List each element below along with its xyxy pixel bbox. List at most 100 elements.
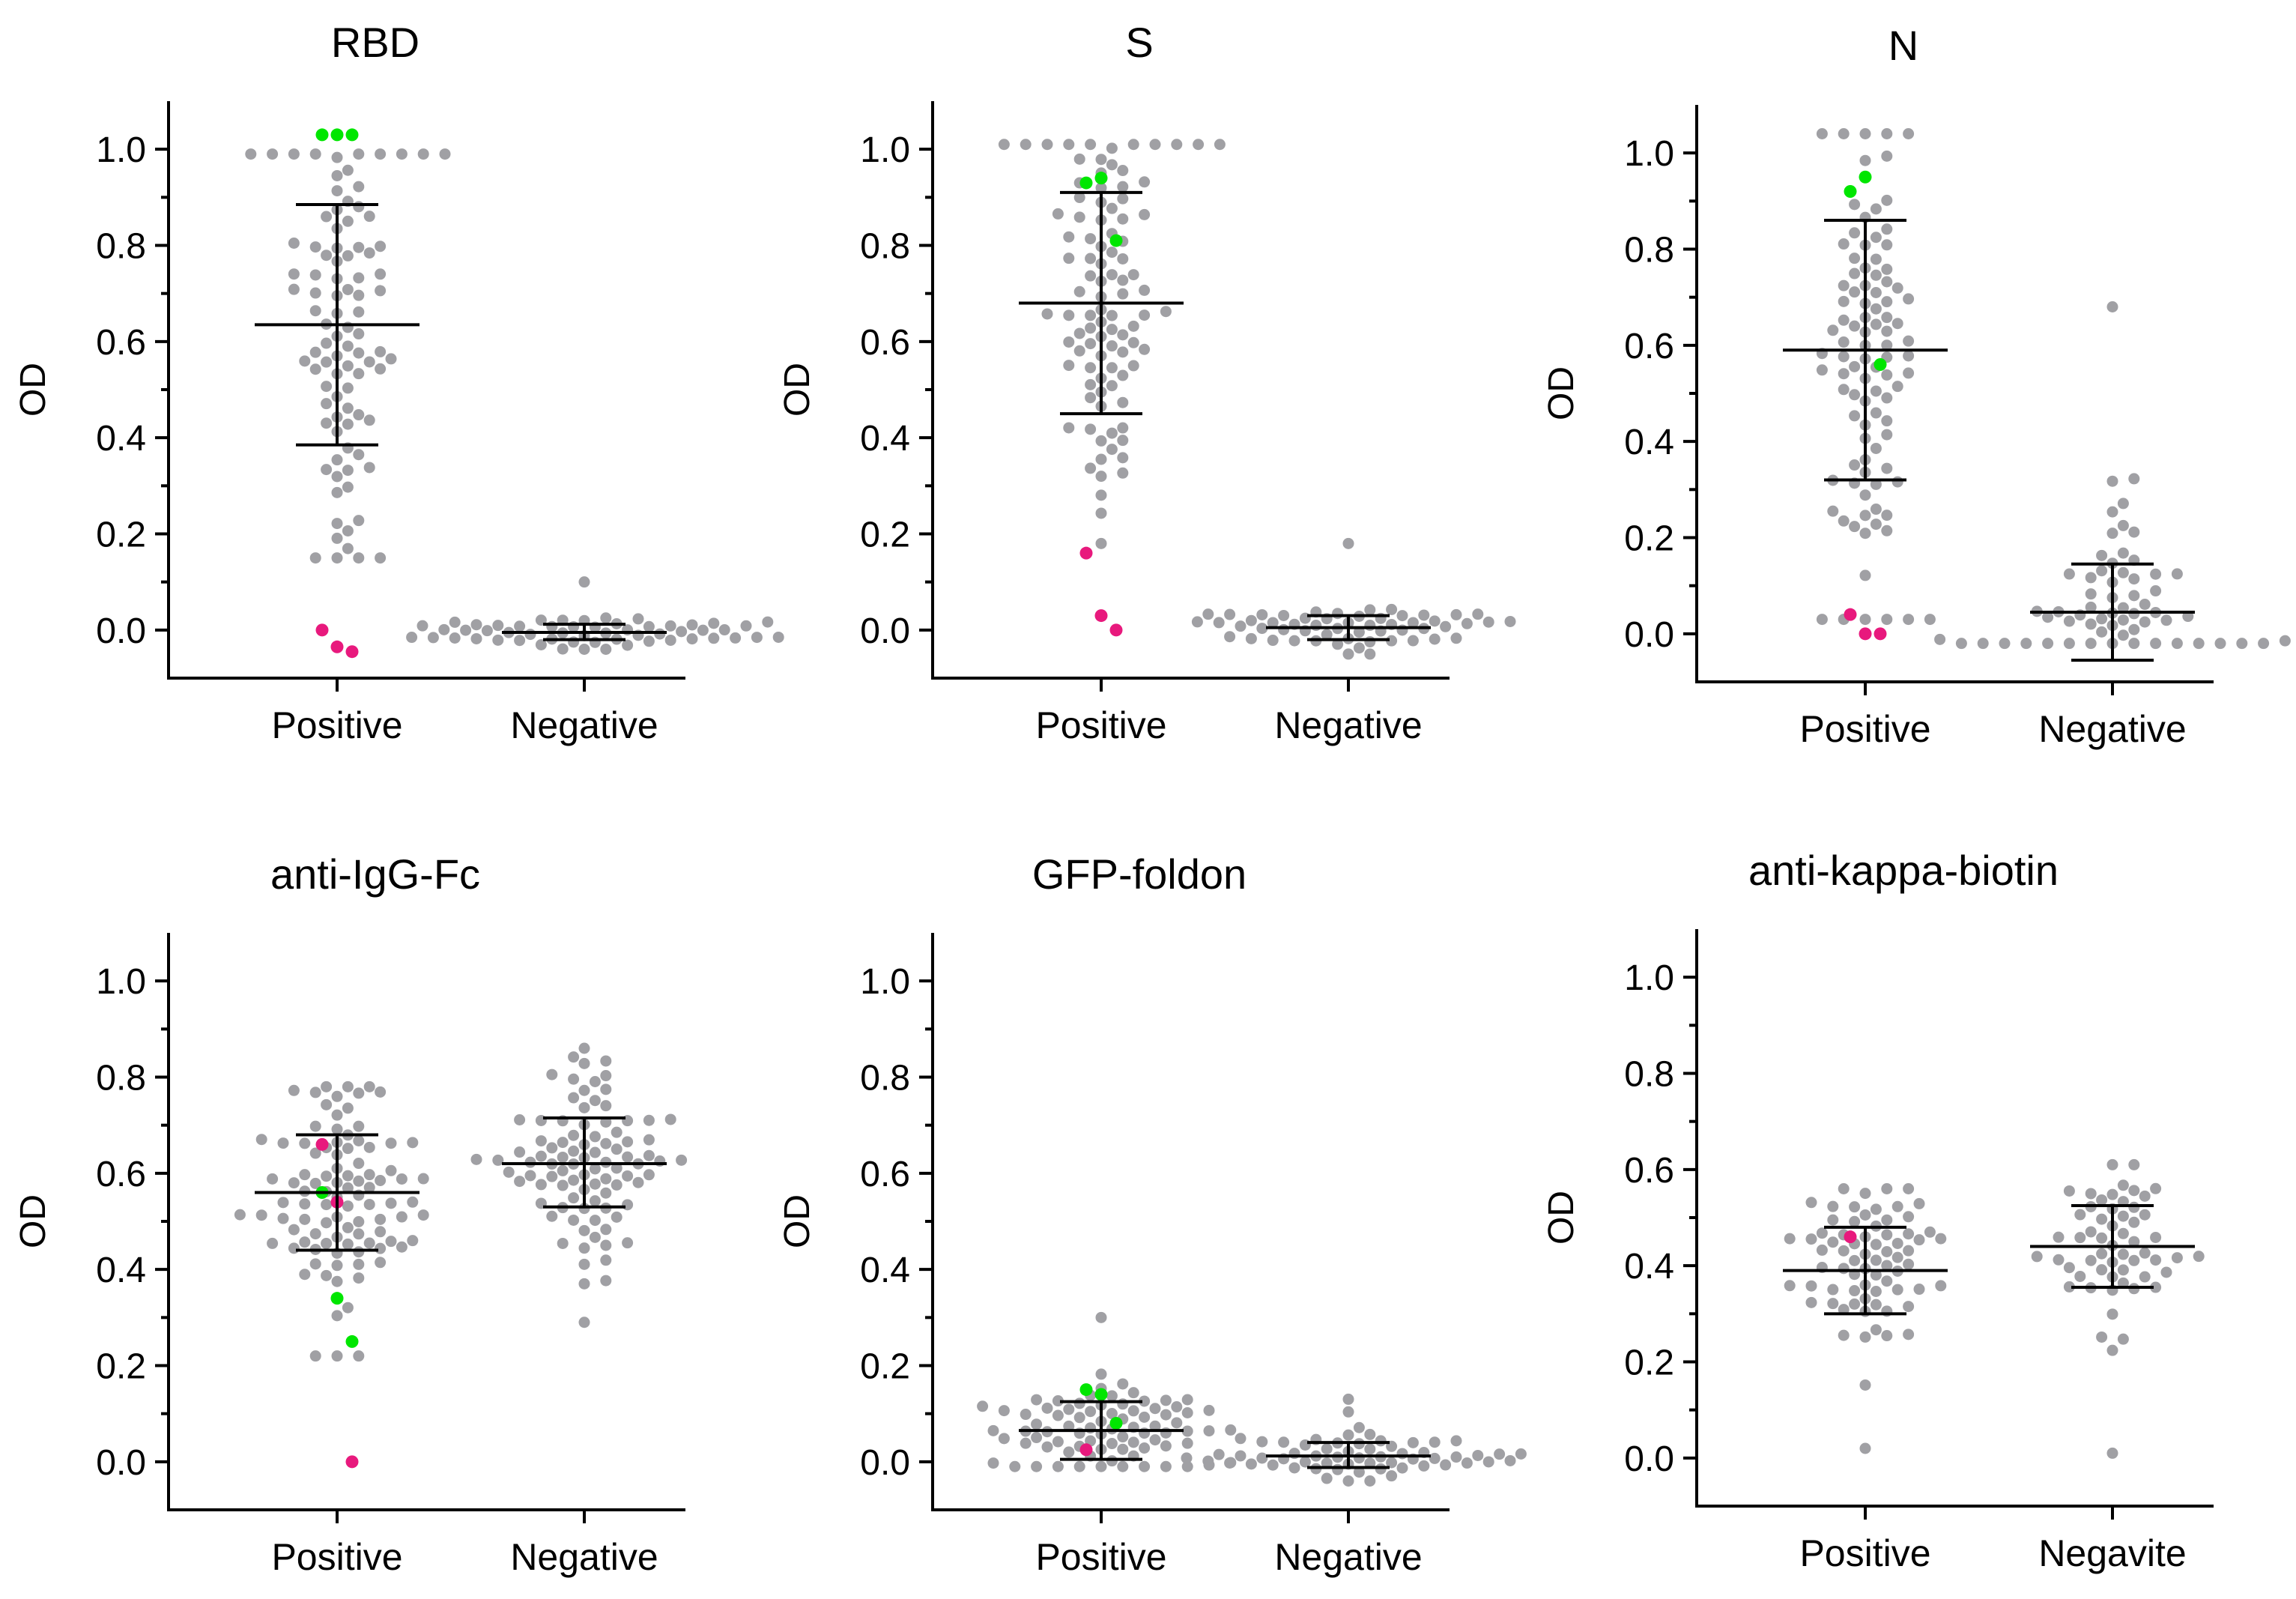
data-point [2085,1188,2097,1200]
data-point [589,1215,601,1227]
data-point [353,368,365,380]
data-point [2042,638,2054,650]
data-point [1827,505,1839,517]
data-point [1849,1285,1861,1297]
data-point [1106,269,1118,281]
data-point [1903,614,1915,626]
data-point [342,250,354,262]
data-point [353,1135,365,1147]
y-tick-label: 0.8 [860,1059,910,1098]
y-tick-label: 0.2 [96,1347,146,1387]
data-point [245,148,257,160]
data-point [1827,324,1839,336]
data-point [309,269,321,281]
data-point [1353,1466,1365,1478]
data-point [363,1182,375,1194]
data-point [1063,336,1075,348]
data-point [1063,422,1075,434]
data-point [1870,385,1882,397]
data-point [1870,287,1882,299]
y-axis-label: OD [13,363,53,417]
data-point [535,1179,547,1191]
data-point [1870,303,1882,315]
data-point [1203,1404,1215,1416]
data-point [1181,1406,1193,1418]
data-point [1202,1455,1214,1467]
highlight-point-pink [345,1455,359,1469]
data-point [557,1237,569,1249]
data-point [1881,1229,1893,1241]
data-point [331,1350,343,1362]
data-point [1106,380,1118,392]
data-point [1020,139,1032,151]
data-point [568,1174,580,1186]
y-tick-label: 0.8 [1624,1055,1674,1095]
data-point [568,1214,580,1226]
data-point [1267,1459,1279,1471]
data-point [1149,1403,1161,1415]
data-point [1827,1284,1839,1296]
data-point [492,634,504,646]
data-point [407,1235,419,1247]
data-point [342,525,354,536]
data-point [2193,1251,2205,1263]
data-point [309,241,321,253]
data-point [1202,608,1214,620]
data-point [1849,360,1861,372]
data-point [470,619,482,631]
highlight-point-pink [1844,608,1857,621]
data-point [342,418,354,430]
data-point [1139,208,1151,220]
data-point [1353,642,1365,654]
y-tick-label: 1.0 [860,962,910,1002]
data-point [1085,362,1097,374]
data-point [1870,1254,1882,1266]
data-point [2150,1182,2162,1194]
data-point [1891,1200,1903,1212]
data-point [2117,566,2129,578]
x-tick-label: Negative [1274,704,1422,746]
data-point [353,1246,365,1258]
y-tick-label: 0.2 [860,516,910,555]
data-point [1117,288,1129,300]
data-point [1139,1411,1151,1423]
data-point [1859,510,1871,522]
data-point [288,268,300,280]
data-point [1396,1462,1408,1474]
data-point [2160,614,2172,626]
data-point [331,1123,343,1135]
data-point [1407,635,1419,647]
data-point [2236,638,2248,650]
data-point [578,1242,590,1254]
data-point [342,340,354,352]
data-point [1256,623,1268,635]
data-point [1903,335,1915,347]
data-point [2106,1188,2118,1200]
data-point [353,306,365,318]
data-point [1859,1379,1871,1391]
data-point [363,1237,375,1249]
data-point [309,287,321,299]
data-point [1418,1460,1430,1472]
data-point [1095,537,1107,549]
data-point [1429,615,1441,627]
highlight-point-green [1874,358,1887,371]
data-point [331,552,343,564]
data-point [1849,459,1861,471]
data-point [2171,1252,2183,1264]
data-point [2150,1231,2162,1243]
data-point [1127,1405,1139,1417]
chart-title: RBD [331,19,419,66]
data-point [1213,617,1225,629]
chart-title: GFP-foldon [1032,850,1247,898]
data-point [568,1092,580,1104]
y-tick-label: 0.4 [1624,1247,1674,1287]
data-point [1031,1460,1043,1472]
data-point [772,631,784,643]
data-point [600,1055,612,1067]
data-point [2117,602,2129,614]
data-point [2139,1190,2151,1202]
data-point [2128,590,2140,602]
data-point [1450,632,1462,644]
data-point [1127,1436,1139,1448]
